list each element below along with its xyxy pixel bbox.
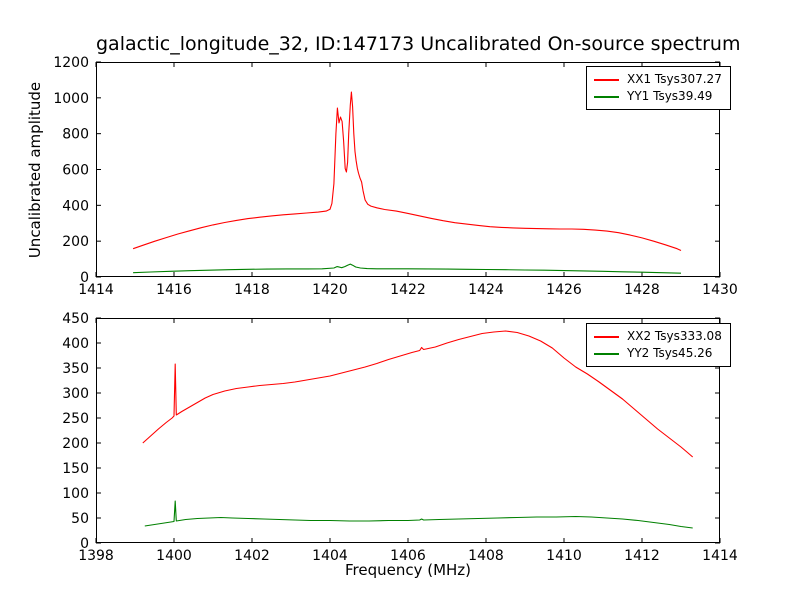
legend-label-xx1: XX1 Tsys307.27 [627,72,722,86]
y-tick-label: 600 [62,163,89,179]
x-tick-label: 1430 [702,282,738,298]
legend-line-xx2 [594,335,619,338]
x-tick-label: 1406 [390,548,426,564]
y-tick-label: 1000 [53,91,89,107]
y-tick-label: 200 [62,234,89,250]
series-line-xx1 [132,91,682,251]
legend-line-xx1 [594,78,619,81]
y-tick-label: 400 [62,198,89,214]
series-line-yy2 [144,500,693,529]
x-tick-label: 1426 [546,282,582,298]
x-tick-label: 1400 [156,548,192,564]
y-tick-label: 100 [62,486,89,502]
bottom-plot: 1398 1400 1402 1404 1406 1408 1410 1412 1414 0 50 1… [62,311,738,564]
y-axis-label: Uncalibrated amplitude [26,81,44,259]
y-tick-label: 250 [62,411,89,427]
legend-entry-xx1: XX1 Tsys307.27 [594,71,722,88]
legend-entry-xx2: XX2 Tsys333.08 [594,328,722,345]
x-tick-label: 1428 [624,282,660,298]
legend-entry-yy1: YY1 Tsys39.49 [594,88,722,105]
x-tick-label: 1410 [546,548,582,564]
y-tick-label: 450 [62,311,89,327]
x-tick-label: 1408 [468,548,504,564]
x-tick-label: 1416 [156,282,192,298]
y-tick-label: 50 [71,511,89,527]
legend-label-yy1: YY1 Tsys39.49 [627,89,713,103]
y-tick-label: 300 [62,386,89,402]
legend-label-yy2: YY2 Tsys45.26 [627,346,713,360]
legend-entry-yy2: YY2 Tsys45.26 [594,345,722,362]
y-tick-label: 150 [62,461,89,477]
y-tick-label: 0 [80,536,89,552]
y-tick-label: 0 [80,270,89,286]
legend-label-xx2: XX2 Tsys333.08 [627,329,722,343]
legend-top: XX1 Tsys307.27 YY1 Tsys39.49 [586,66,731,110]
plot-frame [96,318,720,543]
legend-line-yy1 [594,95,619,98]
x-tick-label: 1402 [234,548,270,564]
legend-bottom: XX2 Tsys333.08 YY2 Tsys45.26 [586,323,731,367]
x-tick-label: 1414 [702,548,738,564]
y-tick-label: 1200 [53,55,89,71]
x-tick-label: 1404 [312,548,348,564]
y-tick-label: 400 [62,336,89,352]
series-line-yy1 [133,263,682,274]
x-tick-label: 1420 [312,282,348,298]
chart-title: galactic_longitude_32, ID:147173 Uncalib… [96,33,741,55]
x-tick-label: 1424 [468,282,504,298]
series-line-xx2 [142,330,694,458]
x-tick-label: 1398 [78,548,114,564]
y-tick-label: 800 [62,127,89,143]
x-tick-label: 1422 [390,282,426,298]
plot-frame [96,62,720,277]
x-axis-label: Frequency (MHz) [344,561,472,579]
x-tick-label: 1418 [234,282,270,298]
x-tick-label: 1412 [624,548,660,564]
x-tick-label: 1414 [78,282,114,298]
y-tick-label: 350 [62,361,89,377]
top-plot: 1414 1416 1418 1420 1422 1424 1426 1428 1430 0 200… [53,55,737,298]
y-tick-label: 200 [62,436,89,452]
legend-line-yy2 [594,352,619,355]
